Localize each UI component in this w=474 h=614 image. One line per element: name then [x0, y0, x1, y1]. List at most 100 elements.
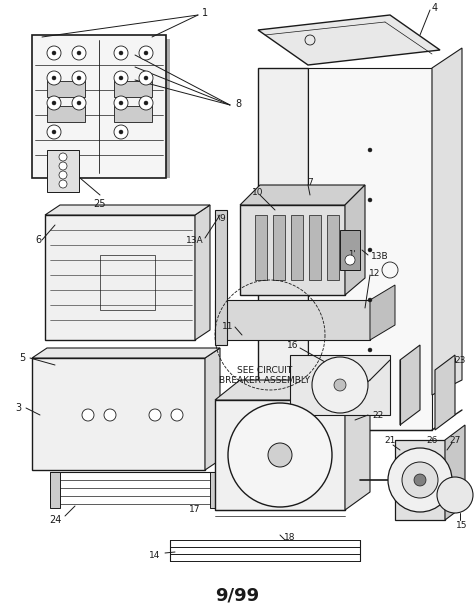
Polygon shape [215, 400, 345, 510]
Circle shape [268, 443, 292, 467]
Bar [50, 472, 60, 508]
Circle shape [171, 409, 183, 421]
Circle shape [72, 46, 86, 60]
Circle shape [114, 71, 128, 85]
Text: 25: 25 [94, 199, 106, 209]
Circle shape [334, 379, 346, 391]
Text: 7: 7 [307, 177, 313, 187]
Text: 27: 27 [449, 435, 461, 445]
Bar [47, 150, 79, 192]
Text: 11: 11 [222, 322, 234, 330]
Circle shape [72, 71, 86, 85]
Text: 13A: 13A [186, 236, 204, 244]
Bar [327, 215, 339, 280]
Text: 18: 18 [284, 532, 296, 542]
Polygon shape [205, 348, 220, 470]
Polygon shape [432, 48, 462, 395]
Circle shape [59, 153, 67, 161]
Circle shape [368, 148, 372, 152]
Circle shape [402, 462, 438, 498]
Circle shape [228, 403, 332, 507]
Circle shape [119, 76, 123, 80]
Text: 10: 10 [252, 187, 264, 196]
Text: 21: 21 [384, 435, 396, 445]
Circle shape [368, 198, 372, 202]
Text: 13B: 13B [371, 252, 389, 260]
Bar [340, 230, 360, 270]
Bar [47, 106, 85, 122]
Circle shape [144, 101, 148, 105]
Polygon shape [32, 348, 220, 358]
Bar [273, 215, 285, 280]
Circle shape [52, 101, 56, 105]
Circle shape [59, 180, 67, 188]
Circle shape [52, 76, 56, 80]
Bar [114, 106, 152, 122]
Circle shape [119, 51, 123, 55]
Circle shape [119, 130, 123, 134]
Circle shape [414, 474, 426, 486]
Bar [215, 210, 227, 345]
Text: 22: 22 [373, 411, 383, 419]
Circle shape [114, 96, 128, 110]
Circle shape [139, 46, 153, 60]
Polygon shape [345, 185, 365, 295]
Polygon shape [240, 185, 365, 205]
Circle shape [52, 130, 56, 134]
Circle shape [59, 171, 67, 179]
Circle shape [388, 448, 452, 512]
Circle shape [114, 46, 128, 60]
Circle shape [144, 51, 148, 55]
Circle shape [139, 71, 153, 85]
Bar [47, 81, 85, 97]
Polygon shape [345, 380, 370, 510]
Circle shape [77, 51, 81, 55]
Text: 3: 3 [15, 403, 21, 413]
Text: 17: 17 [189, 505, 201, 515]
Polygon shape [45, 215, 195, 340]
Text: 12: 12 [369, 268, 381, 278]
Polygon shape [445, 425, 465, 520]
Circle shape [312, 357, 368, 413]
Circle shape [72, 96, 86, 110]
Text: 1': 1' [348, 249, 356, 258]
Text: 5: 5 [19, 353, 25, 363]
Circle shape [149, 409, 161, 421]
Polygon shape [36, 39, 170, 178]
Text: SEE CIRCUIT: SEE CIRCUIT [237, 365, 292, 375]
Text: 23: 23 [454, 356, 465, 365]
Circle shape [437, 477, 473, 513]
Bar [309, 215, 321, 280]
Circle shape [77, 76, 81, 80]
Polygon shape [45, 205, 210, 215]
Circle shape [104, 409, 116, 421]
Circle shape [114, 125, 128, 139]
Polygon shape [215, 300, 370, 340]
Polygon shape [370, 285, 395, 340]
Circle shape [368, 348, 372, 352]
Bar [32, 35, 166, 178]
Polygon shape [32, 358, 205, 470]
Text: 9: 9 [219, 214, 225, 222]
Text: 4: 4 [432, 3, 438, 13]
Text: 14: 14 [149, 551, 161, 559]
Circle shape [119, 101, 123, 105]
Circle shape [368, 248, 372, 252]
Bar [210, 472, 220, 508]
Circle shape [47, 125, 61, 139]
Circle shape [52, 51, 56, 55]
Polygon shape [258, 15, 440, 65]
Bar [255, 215, 267, 280]
Text: 26: 26 [426, 435, 438, 445]
Polygon shape [395, 440, 445, 520]
Circle shape [144, 76, 148, 80]
Polygon shape [435, 355, 455, 430]
Polygon shape [400, 345, 420, 425]
Circle shape [345, 255, 355, 265]
Circle shape [139, 96, 153, 110]
Bar [100, 255, 155, 310]
Circle shape [47, 96, 61, 110]
Circle shape [59, 162, 67, 170]
Circle shape [47, 71, 61, 85]
Polygon shape [258, 68, 308, 430]
